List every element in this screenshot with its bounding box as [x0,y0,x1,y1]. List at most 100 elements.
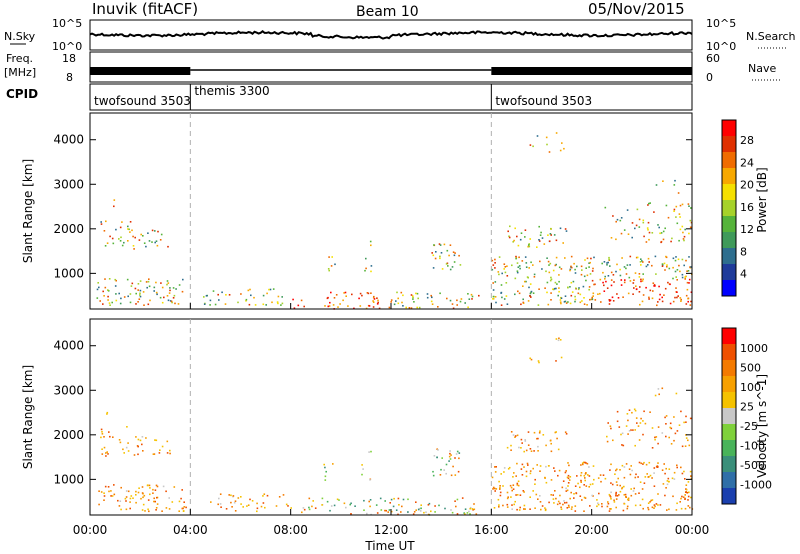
range-gate-cell [559,339,562,341]
range-gate-cell [400,511,402,513]
range-gate-cell [122,448,124,451]
range-gate-cell [221,291,223,294]
range-gate-cell [657,224,659,226]
range-gate-cell [518,265,521,267]
range-gate-cell [662,483,665,485]
range-gate-cell [655,436,658,438]
range-gate-cell [132,497,134,499]
range-gate-cell [538,288,540,290]
range-gate-cell [501,272,503,275]
range-gate-cell [178,510,180,512]
range-gate-cell [169,289,171,292]
range-gate-cell [456,450,459,453]
colorbar-swatch [722,456,736,472]
range-gate-cell [638,226,641,228]
range-gate-cell [228,494,230,496]
range-gate-cell [390,510,393,513]
range-gate-cell [497,498,500,501]
range-gate-cell [681,203,684,206]
range-gate-cell [660,241,662,244]
range-gate-cell [113,484,115,486]
range-gate-cell [687,505,690,507]
range-gate-cell [107,289,109,291]
range-gate-cell [560,297,563,299]
range-gate-cell [149,299,151,302]
range-gate-cell [683,421,685,424]
range-gate-cell [276,301,279,303]
range-gate-cell [358,297,360,300]
velocity-colorbar-label: Velocity [m s^-1] [755,374,769,478]
range-gate-cell [584,479,586,482]
range-gate-cell [657,426,660,428]
range-gate-cell [166,440,169,443]
range-gate-cell [370,265,373,267]
range-gate-cell [447,265,449,267]
range-gate-cell [512,434,515,436]
range-gate-cell [567,474,570,477]
range-gate-cell [609,496,612,498]
range-gate-cell [498,273,500,276]
range-gate-cell [171,501,174,503]
range-gate-cell [555,239,558,242]
range-gate-cell [333,504,336,507]
range-gate-cell [517,290,519,293]
colorbar-swatch [722,344,736,360]
range-gate-cell [416,292,419,295]
range-gate-cell [434,505,436,507]
range-gate-cell [522,490,525,492]
range-gate-cell [684,478,686,480]
range-gate-cell [642,273,644,275]
range-gate-cell [281,302,284,305]
range-gate-cell [120,508,122,511]
colorbar-tick-label: 500 [740,362,761,375]
range-gate-cell [162,485,165,488]
range-gate-cell [142,496,144,499]
range-gate-cell [163,296,165,299]
range-gate-cell [555,256,558,259]
range-gate-cell [301,511,303,514]
range-gate-cell [627,292,630,295]
range-gate-cell [552,494,554,496]
range-gate-cell [687,297,689,300]
range-gate-cell [132,235,134,238]
range-gate-cell [516,462,518,465]
range-gate-cell [670,240,672,243]
range-gate-cell [676,464,678,467]
colorbar-swatch [722,200,736,216]
range-gate-cell [432,254,435,257]
range-gate-cell [605,280,607,283]
range-gate-cell [272,288,275,290]
range-gate-cell [665,255,667,258]
range-gate-cell [583,510,585,512]
range-gate-cell [629,280,632,282]
range-gate-cell [268,288,270,291]
range-gate-cell [539,470,541,472]
range-gate-cell [397,302,400,305]
range-gate-cell [256,510,258,513]
range-gate-cell [628,468,631,470]
range-gate-cell [137,445,139,448]
range-gate-cell [557,448,560,451]
range-gate-cell [113,493,116,496]
range-gate-cell [121,244,124,247]
range-gate-cell [426,293,429,295]
range-gate-cell [634,272,637,274]
range-gate-cell [395,509,398,511]
range-gate-cell [248,303,251,306]
range-gate-cell [596,505,598,508]
range-gate-cell [632,490,635,492]
range-gate-cell [649,202,651,204]
range-gate-cell [431,296,433,299]
range-gate-cell [250,294,252,297]
range-gate-cell [535,493,538,496]
range-gate-cell [585,267,587,269]
range-gate-cell [550,292,552,294]
range-gate-cell [109,304,111,306]
range-gate-cell [569,497,571,500]
range-gate-cell [402,294,404,297]
range-gate-cell [407,498,409,501]
range-gate-cell [539,501,542,503]
range-gate-cell [432,267,435,269]
range-gate-cell [635,473,637,476]
range-gate-cell [375,504,378,506]
